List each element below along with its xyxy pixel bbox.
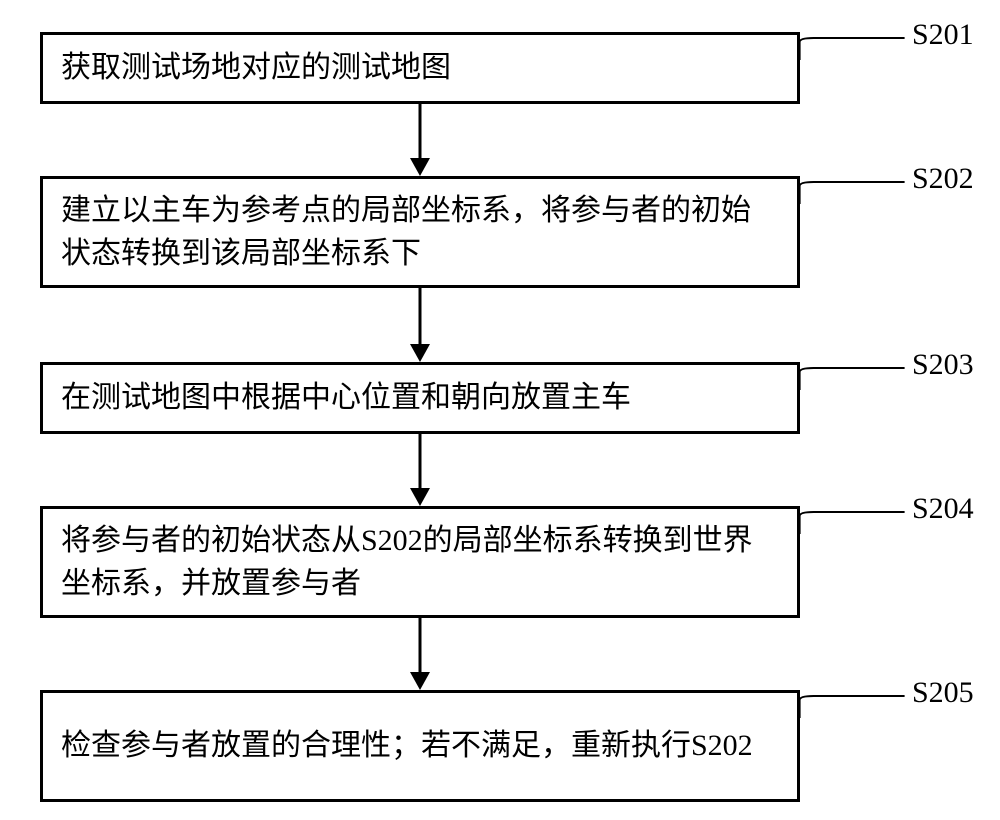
arrow-s202-s203: [406, 288, 434, 362]
flow-step-label-s204: S204: [912, 492, 974, 526]
flow-step-s204: 将参与者的初始状态从S202的局部坐标系转换到世界坐标系，并放置参与者: [40, 506, 800, 618]
arrow-s203-s204: [406, 434, 434, 506]
flow-step-s203: 在测试地图中根据中心位置和朝向放置主车: [40, 362, 800, 434]
flow-step-text: 在测试地图中根据中心位置和朝向放置主车: [61, 376, 631, 420]
flow-step-text: 获取测试场地对应的测试地图: [61, 46, 451, 90]
flow-step-s202: 建立以主车为参考点的局部坐标系，将参与者的初始状态转换到该局部坐标系下: [40, 176, 800, 288]
flow-step-label-s203: S203: [912, 348, 974, 382]
flow-step-label-s205: S205: [912, 676, 974, 710]
flow-step-text: 检查参与者放置的合理性；若不满足，重新执行S202: [61, 724, 753, 768]
flow-step-label-s201: S201: [912, 18, 974, 52]
arrow-s201-s202: [406, 104, 434, 176]
flow-step-text: 建立以主车为参考点的局部坐标系，将参与者的初始状态转换到该局部坐标系下: [61, 189, 779, 276]
flow-step-s201: 获取测试场地对应的测试地图: [40, 32, 800, 104]
flow-step-label-s202: S202: [912, 162, 974, 196]
flow-step-text: 将参与者的初始状态从S202的局部坐标系转换到世界坐标系，并放置参与者: [61, 519, 779, 606]
flow-step-s205: 检查参与者放置的合理性；若不满足，重新执行S202: [40, 690, 800, 802]
arrow-s204-s205: [406, 618, 434, 690]
